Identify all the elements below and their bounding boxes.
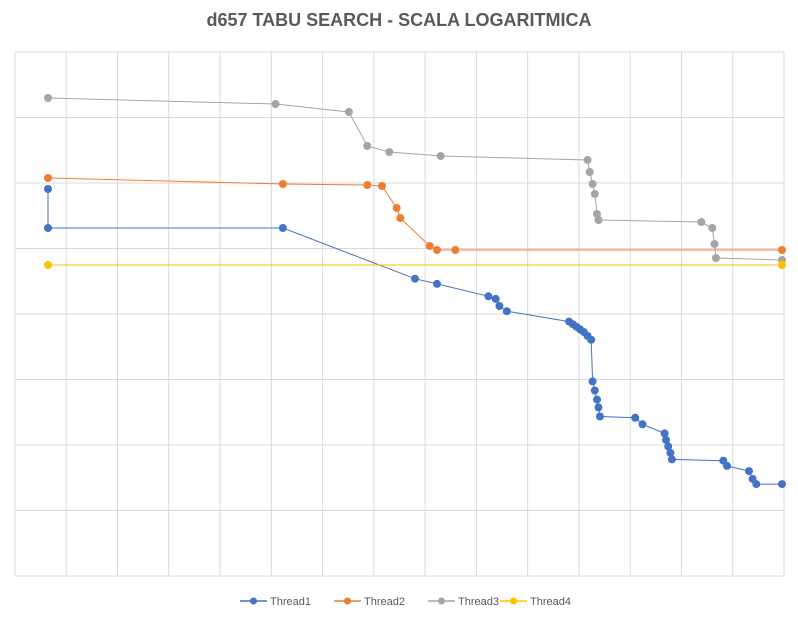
thread3-point: [363, 142, 372, 150]
legend-marker-thread3: [438, 597, 445, 605]
thread1-point: [745, 467, 753, 476]
thread3-point: [271, 100, 280, 108]
thread2-point: [44, 174, 52, 182]
legend-label-thread4: Thread4: [530, 596, 571, 608]
thread4-point: [44, 261, 52, 269]
thread3-point: [590, 190, 599, 198]
legend-marker-thread4: [510, 597, 517, 605]
thread3-point: [385, 148, 394, 156]
thread4-point: [778, 261, 786, 269]
thread3-point: [593, 210, 601, 218]
thread3-point: [585, 168, 594, 176]
thread3-point: [344, 108, 353, 116]
thread3-point: [436, 152, 445, 160]
thread1-point: [491, 294, 500, 303]
thread1-point: [587, 335, 596, 344]
thread3-point: [588, 180, 597, 188]
thread3-point: [583, 156, 592, 164]
legend-marker-thread2: [344, 597, 351, 605]
thread2-point: [396, 214, 405, 222]
thread3-point: [44, 94, 52, 102]
thread2-point: [433, 246, 441, 254]
thread1-point: [660, 429, 669, 438]
thread1-line: [47, 189, 782, 485]
thread1-point: [411, 274, 419, 283]
thread1-point: [664, 442, 673, 451]
thread1-point: [593, 395, 601, 404]
thread1-point: [662, 435, 670, 444]
thread1-point: [778, 480, 786, 489]
thread1-point: [502, 307, 511, 316]
thread2-point: [363, 181, 372, 189]
thread3-point: [708, 224, 717, 232]
thread2-point: [378, 182, 386, 190]
chart-title: d657 TABU SEARCH - SCALA LOGARITMICA: [206, 10, 592, 30]
legend-marker-thread1: [250, 597, 257, 605]
thread3-point: [697, 218, 706, 226]
thread1-point: [433, 279, 441, 288]
thread1-point: [278, 224, 287, 232]
thread2-point: [278, 180, 287, 188]
thread1-point: [666, 448, 675, 457]
thread2-line: [47, 177, 782, 251]
thread1-point: [44, 224, 52, 232]
thread1-point: [596, 412, 604, 421]
thread1-point: [484, 292, 493, 301]
thread2-point: [425, 242, 434, 250]
thread2-point: [451, 246, 460, 254]
thread1-point: [588, 377, 597, 386]
thread2-point: [392, 204, 401, 212]
thread1-point: [590, 386, 599, 395]
thread1-point: [752, 480, 761, 489]
thread3-point: [594, 216, 603, 224]
thread1-point: [495, 302, 504, 310]
legend-label-thread3: Thread3: [458, 596, 499, 608]
thread1-point: [631, 413, 640, 422]
legend-label-thread1: Thread1: [270, 596, 311, 608]
thread1-point: [638, 420, 647, 429]
thread1-point: [723, 461, 731, 470]
thread2-point: [778, 246, 786, 254]
thread1-point: [594, 403, 603, 412]
thread1-point: [44, 185, 52, 193]
thread1-point: [667, 455, 676, 464]
thread3-point: [710, 240, 719, 248]
thread3-line: [47, 97, 783, 261]
legend-label-thread2: Thread2: [364, 596, 405, 608]
thread3-point: [711, 254, 720, 262]
